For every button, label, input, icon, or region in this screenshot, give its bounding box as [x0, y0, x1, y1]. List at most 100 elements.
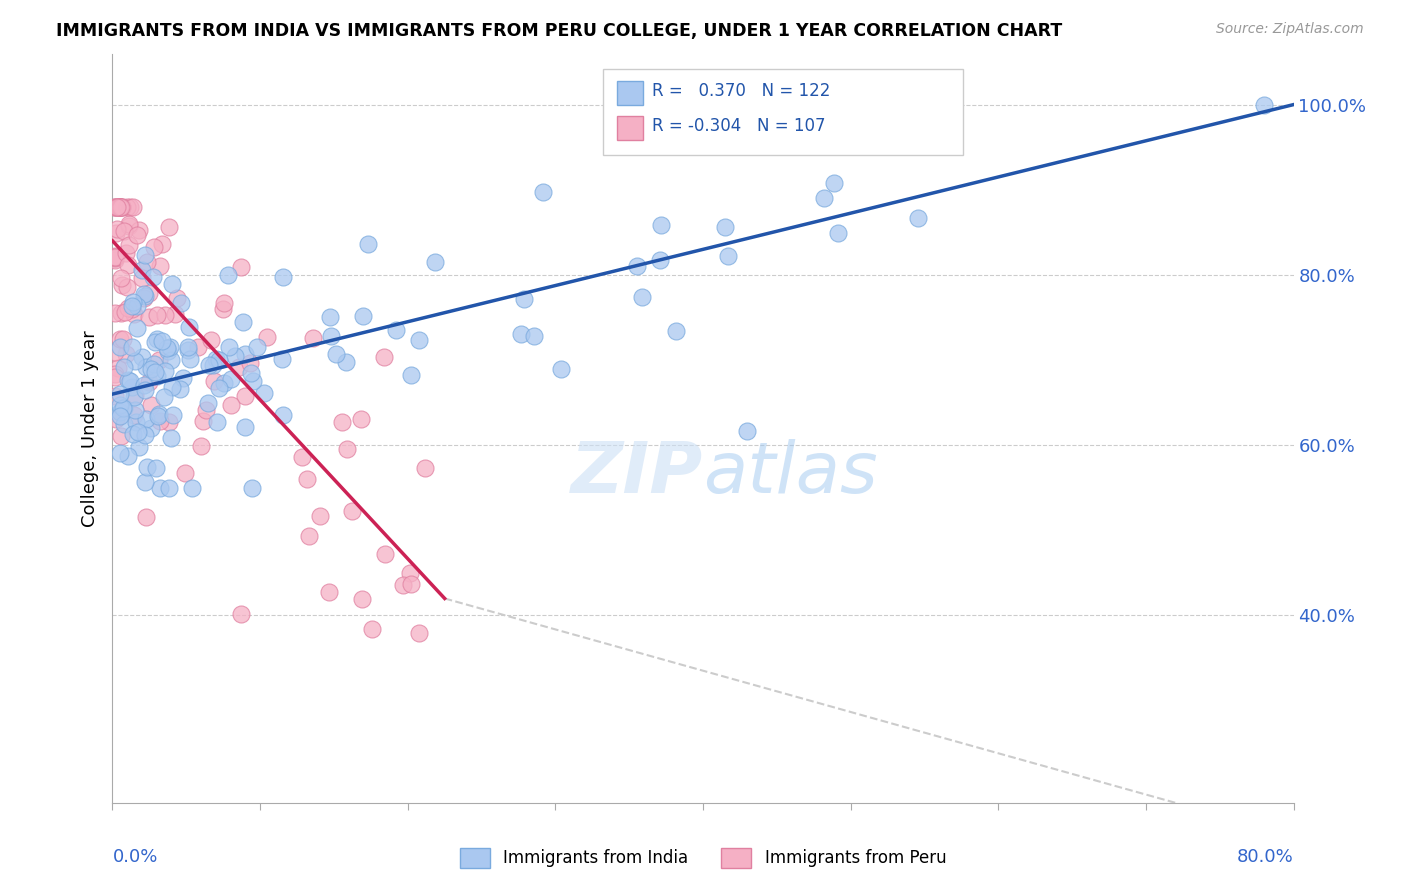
Point: [174, 466, 197, 480]
Point: [146, 409, 169, 423]
Point: [111, 401, 134, 415]
Point: [201, 358, 224, 372]
Point: [141, 398, 163, 412]
Point: [373, 350, 395, 364]
Point: [112, 224, 135, 238]
Point: [191, 414, 214, 428]
Point: [907, 211, 929, 226]
Point: [146, 309, 169, 323]
Point: [111, 200, 134, 214]
Point: [104, 345, 127, 359]
Point: [197, 396, 219, 410]
Point: [136, 255, 159, 269]
Point: [253, 386, 276, 401]
Point: [122, 391, 145, 405]
Point: [291, 450, 314, 464]
Point: [713, 220, 735, 235]
Point: [146, 368, 169, 383]
Point: [157, 343, 180, 358]
Text: IMMIGRANTS FROM INDIA VS IMMIGRANTS FROM PERU COLLEGE, UNDER 1 YEAR CORRELATION : IMMIGRANTS FROM INDIA VS IMMIGRANTS FROM…: [56, 22, 1063, 40]
Point: [117, 373, 139, 387]
Point: [124, 402, 146, 417]
Point: [134, 378, 156, 392]
Point: [122, 427, 145, 442]
Text: ZIP: ZIP: [571, 439, 703, 508]
Point: [217, 268, 239, 282]
Point: [115, 279, 138, 293]
Point: [112, 417, 135, 432]
Point: [135, 509, 157, 524]
Point: [134, 291, 156, 305]
Text: R = -0.304   N = 107: R = -0.304 N = 107: [652, 117, 825, 136]
Point: [110, 332, 132, 346]
Point: [205, 351, 228, 366]
Point: [169, 382, 191, 396]
Point: [159, 431, 181, 445]
Point: [138, 286, 160, 301]
FancyBboxPatch shape: [617, 116, 643, 140]
Point: [143, 334, 166, 349]
Point: [399, 368, 422, 383]
Point: [352, 309, 374, 323]
Point: [159, 340, 181, 354]
Point: [135, 411, 157, 425]
Point: [309, 508, 332, 523]
Point: [246, 340, 269, 354]
Point: [650, 218, 672, 232]
Point: [112, 332, 135, 346]
Point: [121, 299, 143, 313]
Point: [121, 380, 143, 394]
Point: [134, 248, 156, 262]
Point: [153, 364, 176, 378]
Point: [233, 389, 256, 403]
Point: [118, 237, 141, 252]
Point: [153, 308, 176, 322]
Point: [350, 411, 373, 425]
Point: [135, 460, 157, 475]
Point: [104, 226, 127, 240]
Point: [240, 481, 263, 495]
Point: [231, 260, 253, 274]
Point: [297, 472, 319, 486]
Text: 80.0%: 80.0%: [1237, 847, 1294, 866]
Point: [391, 578, 413, 592]
Point: [413, 460, 436, 475]
Point: [111, 278, 134, 293]
Point: [399, 566, 422, 580]
Point: [104, 249, 127, 263]
Point: [118, 375, 141, 389]
Point: [108, 200, 131, 214]
Point: [176, 343, 198, 358]
Point: [127, 425, 149, 439]
Point: [208, 352, 231, 367]
Point: [148, 259, 170, 273]
Point: [335, 355, 357, 369]
Point: [121, 301, 143, 316]
Point: [302, 331, 325, 345]
Point: [108, 405, 131, 419]
Point: [128, 440, 150, 454]
Point: [187, 340, 209, 354]
Point: [150, 237, 173, 252]
Point: [110, 305, 132, 319]
Point: [205, 415, 228, 429]
Point: [110, 200, 132, 214]
Point: [357, 236, 380, 251]
Point: [179, 351, 201, 366]
Point: [374, 547, 396, 561]
Point: [108, 446, 131, 460]
Point: [117, 219, 139, 233]
Point: [110, 429, 132, 443]
Point: [115, 347, 138, 361]
Point: [330, 416, 353, 430]
Point: [131, 263, 153, 277]
Point: [117, 200, 139, 214]
Point: [194, 403, 217, 417]
Point: [141, 362, 163, 376]
Point: [105, 221, 128, 235]
Point: [134, 384, 156, 398]
Point: [319, 329, 342, 343]
Legend: Immigrants from India, Immigrants from Peru: Immigrants from India, Immigrants from P…: [453, 841, 953, 875]
Point: [271, 352, 294, 367]
Point: [157, 415, 180, 429]
